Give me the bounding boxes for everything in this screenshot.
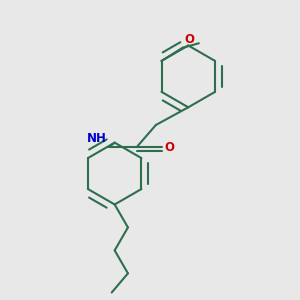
Text: O: O xyxy=(164,141,174,154)
Text: NH: NH xyxy=(86,132,106,145)
Text: O: O xyxy=(184,33,194,46)
